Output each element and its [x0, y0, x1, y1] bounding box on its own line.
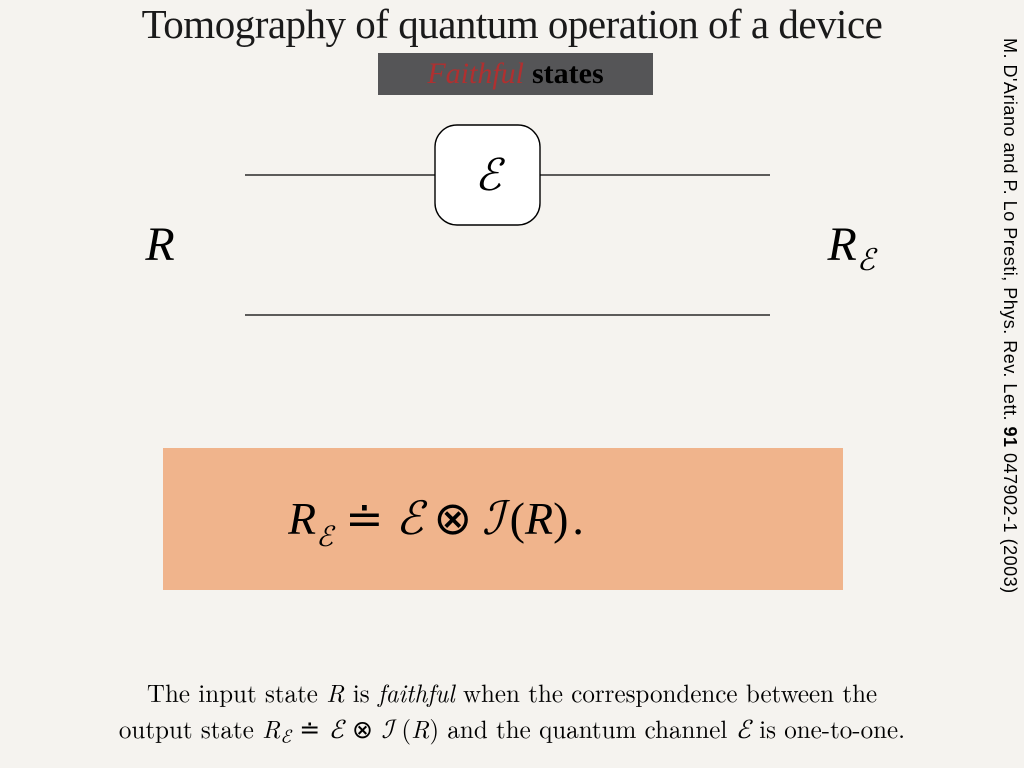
def-open: (	[393, 711, 411, 746]
def-t4: output state	[119, 711, 262, 746]
def-R2: R	[411, 711, 429, 746]
subtitle-states: states	[532, 57, 604, 91]
right-state-label: Rℰ	[827, 218, 878, 277]
def-RE-E: ℰ	[280, 727, 291, 747]
def-I: ℐ	[381, 717, 393, 744]
left-state-label: R	[144, 218, 174, 271]
subtitle-faithful: Faithful	[427, 57, 524, 91]
circuit-diagram: ℰ R Rℰ	[90, 115, 920, 345]
citation-authors: M. D'Ariano and P. Lo Presti,	[1000, 38, 1020, 287]
def-doteq: ≐	[291, 711, 329, 746]
def-t1: The input state	[147, 675, 326, 710]
def-faithful: faithful	[378, 675, 455, 710]
citation-volume: 91	[1000, 426, 1020, 447]
citation-pages: 047902-1 (2003)	[1000, 448, 1020, 594]
def-RE-R: R	[262, 711, 280, 746]
def-t2: is	[344, 675, 377, 710]
citation-sidebar: M. D'Ariano and P. Lo Presti, Phys. Rev.…	[996, 38, 1020, 758]
def-E2: ℰ	[736, 717, 751, 744]
citation-journal: Phys. Rev. Lett.	[1000, 287, 1020, 426]
def-t3: when the correspondence between the	[455, 675, 877, 710]
definition-text: The input state R is faithful when the c…	[30, 675, 994, 750]
equation-svg: Rℰ≐ℰ⊗ℐ(R).	[288, 479, 718, 559]
def-t5: ) and the quantum channel	[429, 711, 735, 746]
subtitle-box: Faithful states	[378, 53, 653, 95]
def-ot: ⊗	[344, 711, 382, 746]
box-label: ℰ	[475, 151, 506, 200]
def-t6: is one-to-one.	[751, 711, 905, 746]
page-title: Tomography of quantum operation of a dev…	[0, 0, 1024, 48]
def-R: R	[326, 675, 344, 710]
svg-text:Rℰ≐ℰ⊗ℐ(R).: Rℰ≐ℰ⊗ℐ(R).	[288, 493, 584, 553]
equation-highlight-box: Rℰ≐ℰ⊗ℐ(R).	[163, 448, 843, 590]
def-E: ℰ	[329, 717, 344, 744]
